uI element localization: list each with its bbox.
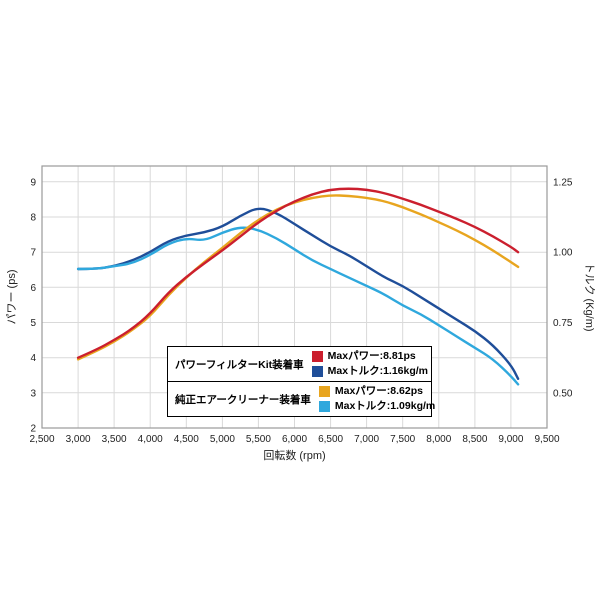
legend-entries-kit: Maxパワー:8.81ps Maxトルク:1.16kg/m [311,350,432,378]
legend-entry-stock-power: Maxパワー:8.62ps [318,385,439,398]
swatch-kit-torque [311,366,323,377]
legend-entry-text: Maxパワー:8.81ps [327,350,416,362]
x-tick-label: 9,500 [534,434,559,445]
y-left-tick-label: 4 [30,353,36,364]
x-axis-title: 回転数 (rpm) [263,449,325,462]
legend: パワーフィルターKit装着車 Maxパワー:8.81ps Maxトルク:1.16… [167,346,435,417]
x-tick-label: 9,000 [498,434,523,445]
legend-entries-stock: Maxパワー:8.62ps Maxトルク:1.09kg/m [318,385,439,413]
right-axis-title: トルク (Kg/m) [583,262,596,331]
legend-title-kit: パワーフィルターKit装着車 [175,358,304,371]
swatch-stock-torque [318,401,330,412]
y-left-tick-label: 5 [30,318,36,329]
legend-title-stock: 純正エアークリーナー装着車 [175,393,311,406]
legend-row-kit: パワーフィルターKit装着車 Maxパワー:8.81ps Maxトルク:1.16… [168,347,431,381]
legend-entry-text: Maxトルク:1.09kg/m [334,400,436,412]
x-tick-label: 4,000 [138,434,163,445]
x-tick-label: 8,500 [462,434,487,445]
x-tick-label: 3,500 [102,434,127,445]
series-line-2 [76,194,520,361]
y-left-tick-label: 9 [30,177,36,188]
legend-row-stock: 純正エアークリーナー装着車 Maxパワー:8.62ps Maxトルク:1.09k… [168,381,435,416]
swatch-stock-power [318,386,330,397]
x-tick-label: 5,000 [210,434,235,445]
series-line-0 [76,207,520,380]
y-left-tick-label: 3 [30,388,36,399]
legend-entry-stock-torque: Maxトルク:1.09kg/m [318,400,439,413]
swatch-kit-power [311,351,323,362]
legend-entry-kit-power: Maxパワー:8.81ps [311,350,432,363]
x-tick-label: 8,000 [426,434,451,445]
x-tick-label: 6,500 [318,434,343,445]
plot-frame [41,165,548,429]
series-line-3 [76,187,520,359]
left-axis-title: パワー (ps) [5,270,18,325]
x-tick-label: 7,500 [390,434,415,445]
x-tick-label: 3,000 [66,434,91,445]
series-line-1 [76,226,520,386]
y-right-tick-label: 0.75 [553,318,573,329]
x-tick-label: 4,500 [174,434,199,445]
y-left-tick-label: 2 [30,424,36,435]
x-tick-label: 2,500 [29,434,54,445]
y-left-tick-label: 7 [30,248,36,259]
x-tick-label: 7,000 [354,434,379,445]
x-tick-label: 5,500 [246,434,271,445]
y-right-tick-label: 1.25 [553,177,573,188]
y-left-tick-label: 6 [30,283,36,294]
y-right-tick-label: 1.00 [553,248,573,259]
legend-entry-text: Maxトルク:1.16kg/m [327,365,429,377]
y-right-tick-label: 0.50 [553,388,573,399]
y-left-tick-label: 8 [30,213,36,224]
x-tick-label: 6,000 [282,434,307,445]
legend-entry-text: Maxパワー:8.62ps [334,385,423,397]
legend-entry-kit-torque: Maxトルク:1.16kg/m [311,365,432,378]
